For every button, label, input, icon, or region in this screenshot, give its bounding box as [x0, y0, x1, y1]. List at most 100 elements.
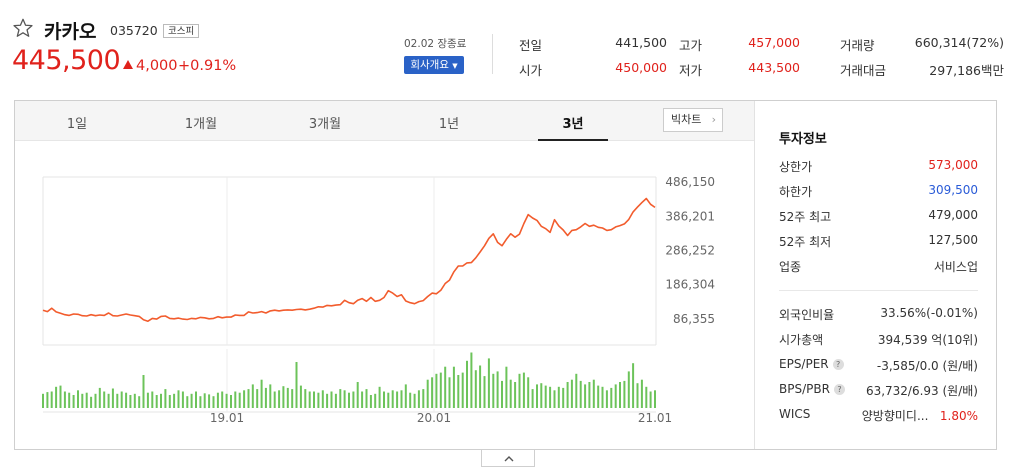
volume-bar [514, 382, 517, 408]
eps-per-label-text: EPS/PER [779, 357, 829, 371]
wics-label: WICS [779, 407, 811, 421]
volume-bar [575, 373, 578, 408]
volume-bar [238, 392, 241, 408]
volume-bar [444, 366, 447, 408]
volume-bar [422, 389, 425, 408]
price-change-percent: +0.91% [178, 58, 237, 74]
volume-bar [579, 380, 582, 408]
bps-pbr-label-text: BPS/PBR [779, 382, 830, 396]
eps-per-value: -3,585/0.0 (원/배) [876, 359, 978, 373]
volume-bar [601, 386, 604, 408]
volume-bar [168, 395, 171, 408]
price-chart: 19.01 20.01 21.01 486,150 386,201 286,252 186,… [42, 175, 715, 425]
collapse-toggle-button[interactable] [481, 450, 535, 467]
volume-bar [627, 371, 630, 408]
big-chart-button[interactable]: 빅차트 › [663, 108, 723, 132]
volume-bar [177, 390, 180, 408]
volume-bar [361, 391, 364, 408]
volume-bar [536, 384, 538, 408]
volume-bar [77, 390, 79, 408]
volume-bar [610, 387, 613, 408]
volume-bar [483, 376, 486, 408]
wics-industry[interactable]: 양방향미디... [861, 409, 929, 423]
volume-bar [46, 392, 49, 408]
up-triangle-icon [123, 60, 133, 69]
volume-bar [553, 390, 556, 408]
market-cap-label: 시가총액 [779, 333, 824, 347]
volume-bar [636, 383, 639, 408]
volume-bar [374, 393, 377, 408]
upper-limit-label: 상한가 [779, 160, 813, 174]
favorite-star-icon[interactable] [12, 17, 34, 39]
high52-label: 52주 최고 [779, 210, 832, 224]
investment-info-panel [754, 101, 996, 449]
x-tick-label: 19.01 [210, 411, 244, 425]
big-chart-label: 빅차트 [671, 113, 702, 126]
volume-bar [42, 393, 44, 408]
volume-bar [81, 393, 84, 408]
upper-limit-value: 573,000 [928, 158, 978, 172]
help-icon[interactable]: ? [832, 359, 844, 370]
chevron-right-icon: › [711, 113, 716, 126]
volume-bar [378, 386, 381, 408]
volume-bar [562, 387, 565, 408]
info-divider [779, 290, 978, 291]
prev-close-label: 전일 [519, 38, 543, 53]
volume-bar [431, 377, 434, 408]
volume-bar [531, 389, 534, 408]
chart-panel [14, 100, 997, 450]
volume-bar [330, 391, 333, 408]
volume-bar [295, 362, 298, 408]
volume-bar [299, 385, 302, 408]
wics-value: 양방향미디... 1.80% [862, 407, 978, 424]
volume-bar [195, 391, 197, 408]
volume-bar [155, 395, 158, 408]
help-icon[interactable]: ? [833, 384, 845, 395]
chevron-up-icon [504, 456, 514, 462]
lower-limit-value: 309,500 [928, 183, 978, 197]
volume-bar [63, 391, 66, 408]
volume-bar [164, 389, 167, 408]
volume-bar [566, 382, 569, 408]
volume-bar [321, 390, 324, 408]
volume-bar [256, 389, 259, 408]
volume-bar [645, 386, 648, 408]
volume-bar [417, 390, 420, 408]
volume-bar [365, 389, 368, 408]
tab-3year[interactable]: 3년 [562, 117, 584, 132]
tab-3month[interactable]: 3개월 [308, 117, 342, 132]
volume-bar [570, 379, 573, 408]
tab-1year[interactable]: 1년 [438, 117, 460, 132]
volume-bar [649, 391, 652, 408]
x-tick-label: 21.01 [638, 411, 672, 425]
volume-bar [129, 395, 132, 408]
volume-bar [640, 379, 643, 408]
header-divider [492, 34, 493, 74]
tab-1month[interactable]: 1개월 [184, 117, 218, 132]
volume-bar [282, 386, 285, 408]
volume-bar [212, 396, 215, 408]
volume-bar [544, 385, 547, 408]
volume-bar [116, 393, 119, 408]
low52-value: 127,500 [928, 233, 978, 247]
volume-bar [448, 377, 451, 408]
volume-bar [334, 393, 337, 408]
tab-1day[interactable]: 1일 [66, 117, 88, 132]
caret-down-icon: ▼ [452, 62, 458, 70]
lower-limit-label: 하한가 [779, 185, 813, 199]
volume-bar [304, 389, 307, 408]
industry-value: 서비스업 [933, 260, 978, 274]
high-value: 457,000 [748, 35, 800, 50]
volume-bar [614, 384, 617, 408]
volume-bar [339, 389, 342, 408]
volume-bar [151, 391, 154, 408]
volume-bar [409, 392, 412, 408]
volume-bar [146, 392, 149, 408]
volume-bar [518, 373, 521, 408]
volume-bar [90, 396, 93, 408]
volume-bar [404, 384, 407, 408]
company-overview-button[interactable]: 회사개요 ▼ [404, 56, 464, 74]
volume-bar [286, 387, 289, 408]
volume-bar [343, 390, 346, 408]
volume-bar [597, 385, 600, 408]
